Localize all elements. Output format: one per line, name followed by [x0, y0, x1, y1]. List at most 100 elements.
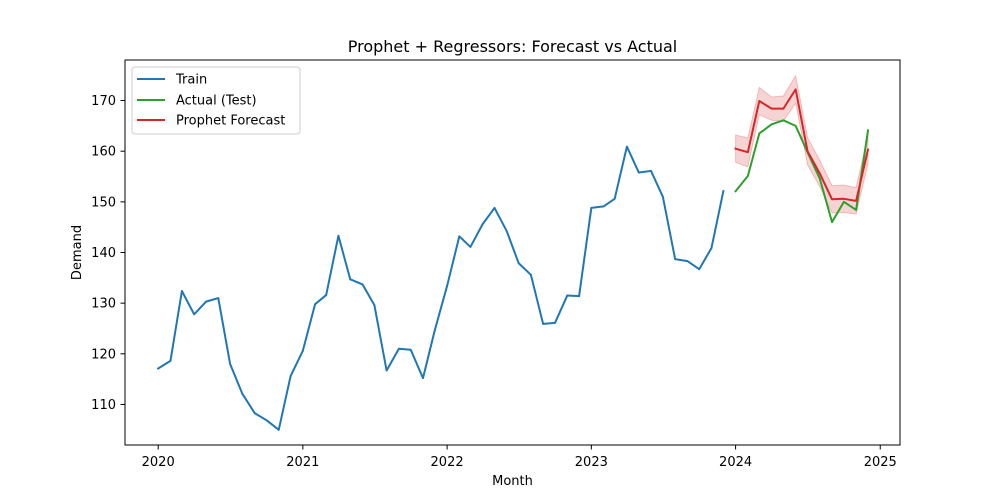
data-point-train: [674, 258, 677, 260]
data-point-train: [613, 197, 616, 200]
data-point-train: [505, 230, 508, 233]
x-tick-label: 2023: [575, 455, 608, 470]
data-point-train: [361, 283, 364, 286]
data-point-train: [566, 294, 569, 297]
data-point-prophet-forecast: [770, 107, 773, 110]
data-point-train: [590, 207, 593, 209]
data-point-train: [710, 247, 713, 249]
data-point-train: [481, 223, 484, 226]
data-point-train: [337, 234, 340, 237]
data-point-train: [205, 300, 207, 303]
data-point-prophet-forecast: [818, 172, 821, 175]
data-point-train: [686, 260, 689, 263]
legend-label-prophet-forecast: Prophet Forecast: [176, 114, 285, 129]
data-point-actual-test: [746, 175, 749, 177]
data-point-train: [493, 207, 496, 209]
data-point-prophet-forecast: [806, 150, 809, 153]
data-point-prophet-forecast: [794, 88, 797, 91]
data-point-prophet-forecast: [867, 148, 869, 151]
data-point-train: [661, 195, 664, 198]
data-point-train: [157, 367, 160, 370]
data-point-train: [554, 322, 556, 324]
data-point-train: [433, 329, 436, 331]
data-point-train: [241, 392, 244, 395]
data-point-prophet-forecast: [831, 198, 833, 201]
plot-area: [156, 74, 870, 431]
legend-frame: [131, 66, 301, 135]
data-point-prophet-forecast: [734, 147, 737, 150]
data-point-prophet-forecast: [842, 197, 845, 200]
data-point-prophet-forecast: [855, 199, 858, 202]
data-point-train: [409, 348, 412, 351]
data-point-actual-test: [867, 129, 869, 132]
y-tick-label: 130: [91, 297, 116, 312]
x-tick-label: 2024: [719, 455, 752, 470]
data-point-actual-test: [794, 124, 797, 127]
data-point-actual-test: [818, 177, 821, 180]
x-tick-label: 2022: [431, 455, 464, 470]
x-axis: 2020 2021 2022 2023 2024 2025: [142, 445, 897, 470]
x-axis-label: Month: [492, 474, 533, 489]
data-point-train: [289, 375, 292, 378]
legend-label-actual-test: Actual (Test): [176, 94, 257, 109]
data-point-actual-test: [831, 221, 833, 224]
data-point-actual-test: [758, 132, 761, 135]
chart-title: Prophet + Regressors: Forecast vs Actual: [348, 37, 678, 56]
x-tick-label: 2021: [286, 455, 319, 470]
data-point-train: [373, 304, 376, 307]
series-line-train: [156, 145, 725, 431]
data-point-train: [626, 145, 628, 148]
data-point-train: [578, 295, 580, 297]
y-tick-label: 170: [91, 94, 116, 109]
data-point-prophet-forecast: [782, 107, 785, 110]
data-point-actual-test: [842, 200, 845, 203]
data-point-actual-test: [855, 209, 858, 211]
data-point-train: [229, 363, 232, 365]
y-axis: 110 120 130 140 150 160 170: [91, 94, 125, 413]
y-tick-label: 150: [91, 195, 116, 210]
data-point-train: [397, 347, 400, 350]
data-point-train: [217, 297, 220, 299]
prophet-forecast-confidence-band: [735, 74, 869, 215]
data-point-train: [637, 171, 640, 174]
legend-label-train: Train: [175, 73, 207, 88]
data-point-train: [458, 235, 461, 238]
data-point-train: [650, 170, 652, 172]
y-tick-label: 160: [91, 145, 116, 160]
data-point-train: [193, 313, 196, 316]
data-point-train: [181, 290, 183, 292]
data-point-train: [422, 377, 424, 380]
series-line-actual-test: [734, 119, 870, 224]
data-point-train: [349, 278, 352, 281]
data-point-actual-test: [734, 190, 737, 193]
data-point-actual-test: [770, 123, 773, 126]
data-point-actual-test: [782, 119, 785, 122]
data-point-train: [517, 262, 520, 265]
data-point-train: [542, 323, 545, 325]
y-tick-label: 140: [91, 246, 116, 261]
data-point-train: [277, 428, 280, 431]
data-point-train: [698, 268, 701, 271]
data-point-prophet-forecast: [746, 151, 749, 154]
y-tick-label: 110: [91, 398, 116, 413]
data-point-train: [169, 360, 172, 362]
data-point-train: [314, 303, 316, 306]
x-tick-label: 2025: [864, 455, 897, 470]
x-tick-label: 2020: [142, 455, 175, 470]
y-tick-label: 120: [91, 347, 116, 362]
data-point-train: [469, 246, 472, 248]
data-point-train: [529, 273, 532, 276]
series-line-prophet-forecast: [734, 88, 870, 202]
data-point-train: [325, 294, 328, 296]
data-point-prophet-forecast: [758, 100, 761, 102]
data-point-train: [722, 190, 725, 193]
data-point-train: [385, 369, 388, 372]
data-point-train: [602, 205, 605, 208]
data-point-train: [301, 349, 304, 352]
data-point-train: [446, 285, 448, 287]
data-point-train: [253, 412, 256, 414]
legend: Train Actual (Test) Prophet Forecast: [131, 66, 301, 135]
data-point-train: [265, 419, 268, 422]
y-axis-label: Demand: [70, 225, 85, 280]
